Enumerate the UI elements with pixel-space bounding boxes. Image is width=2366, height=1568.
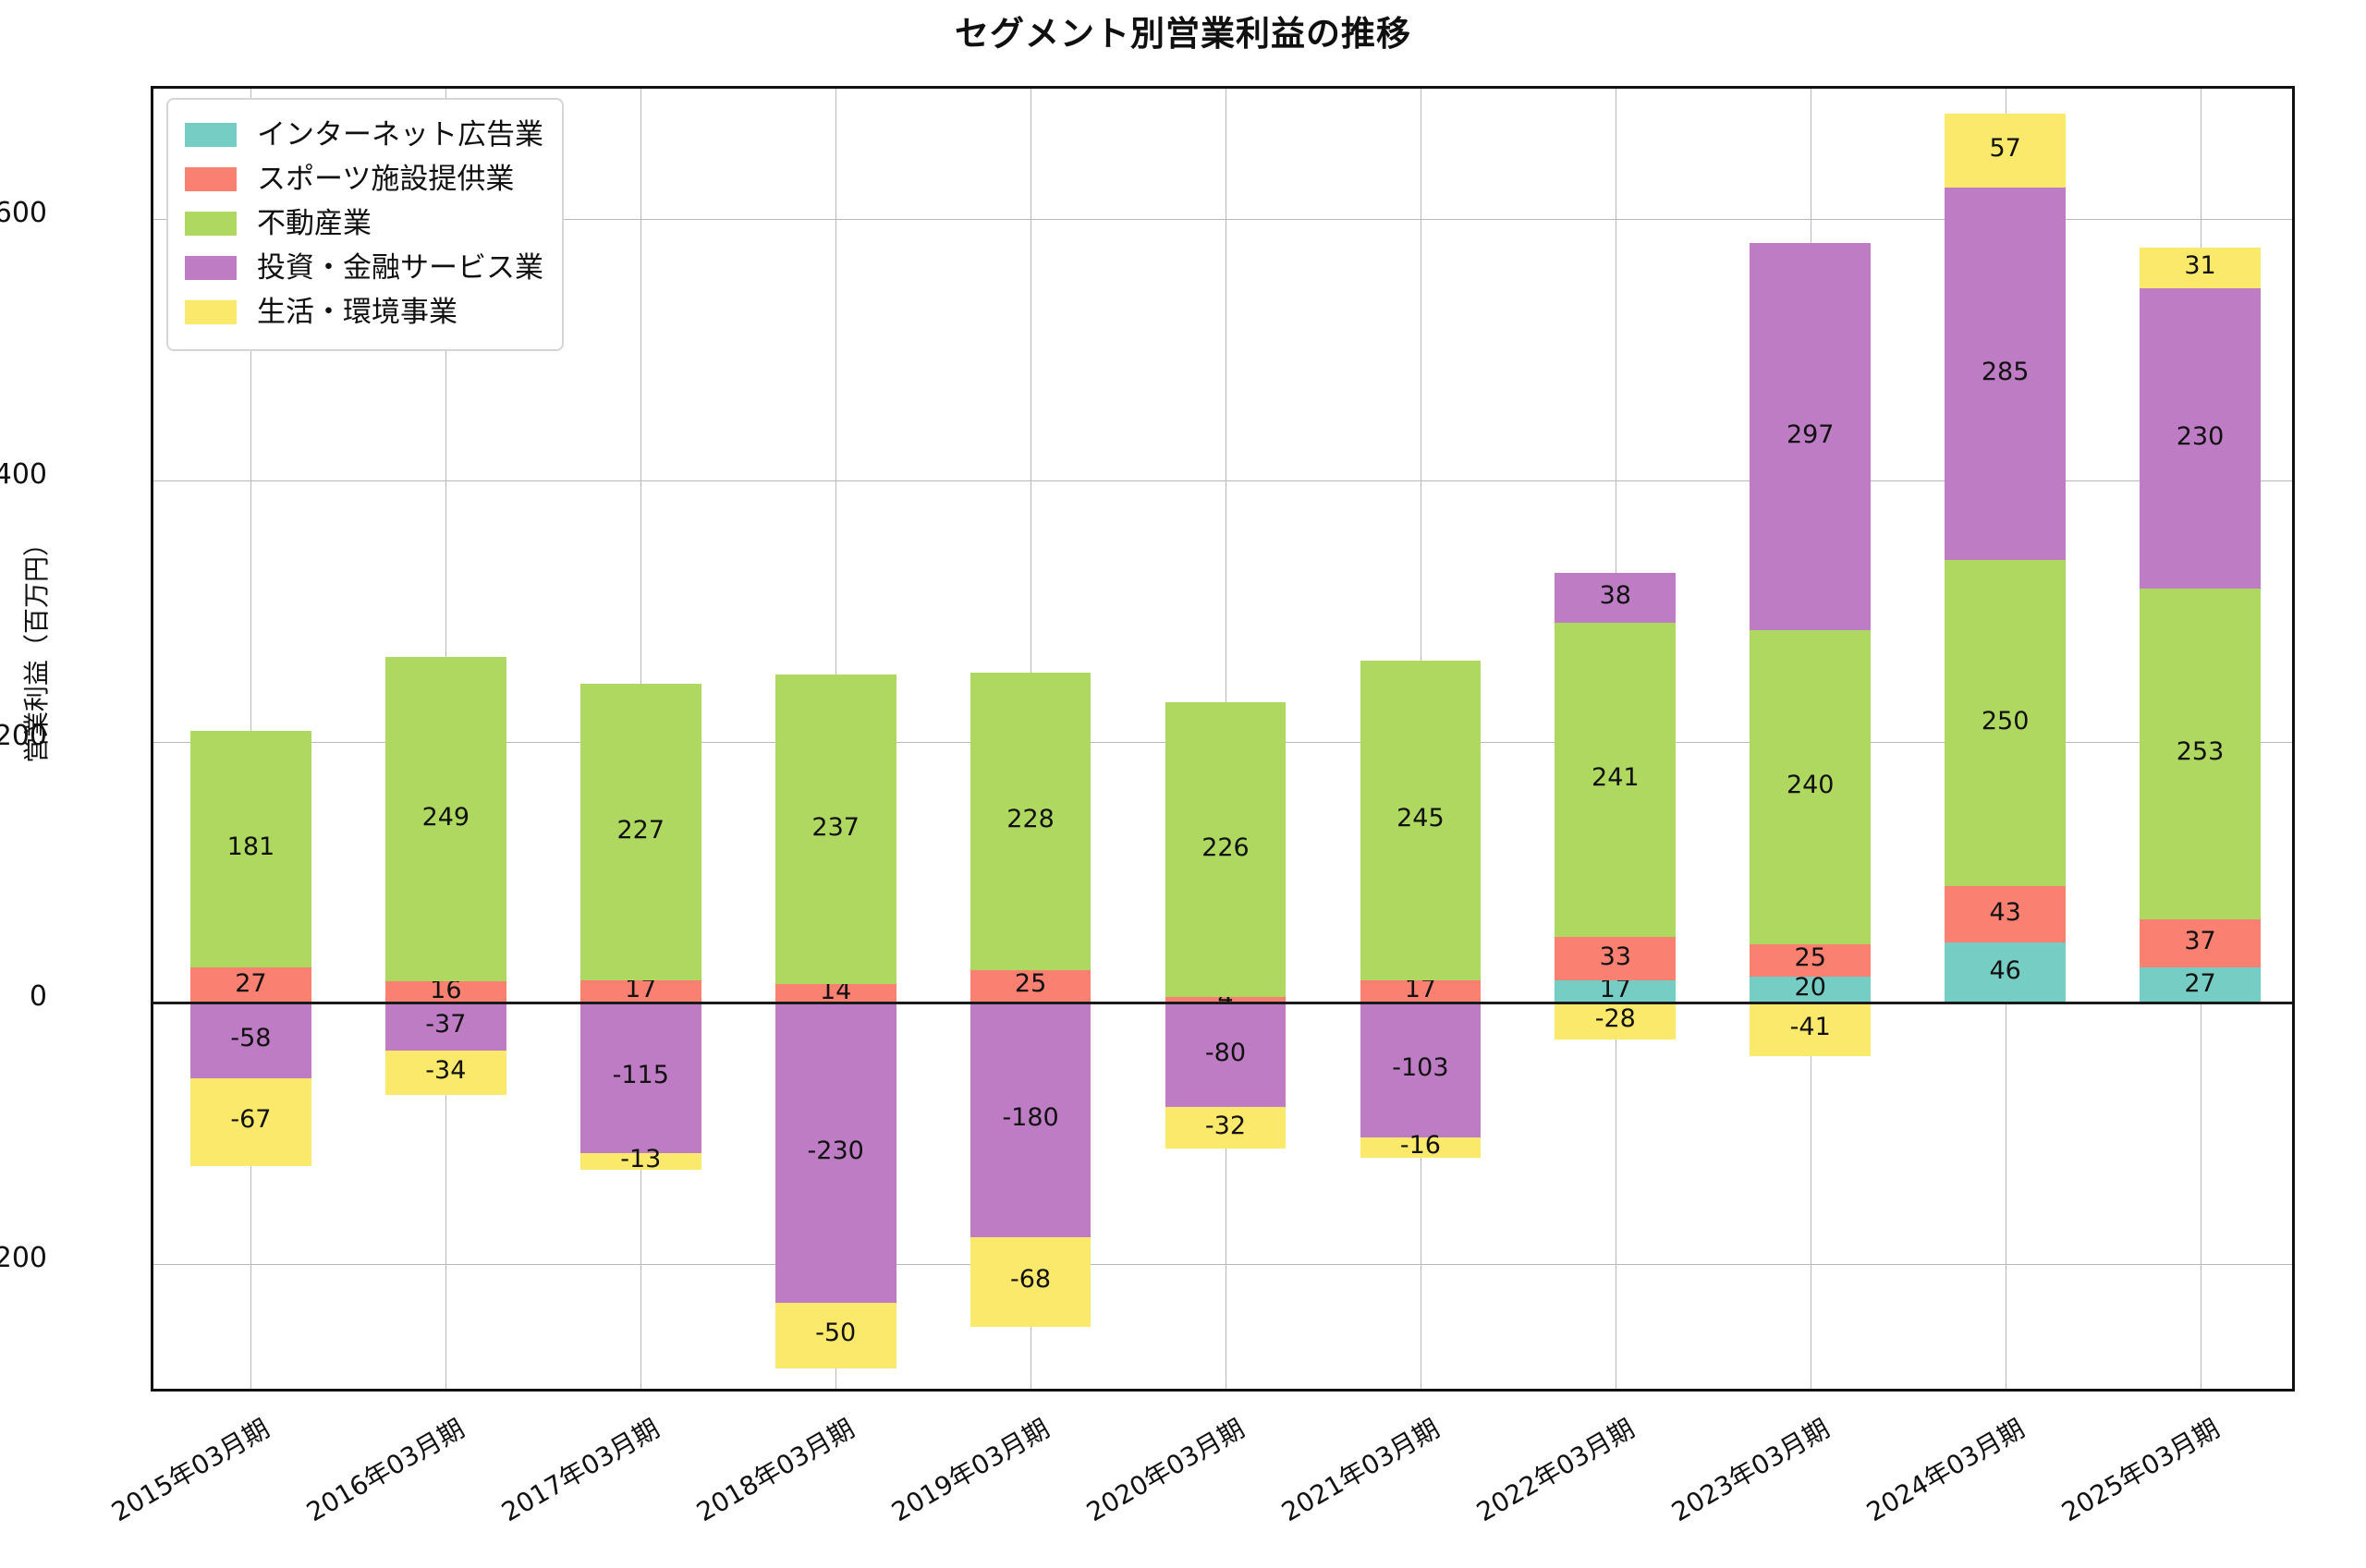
x-tick-label: 2016年03月期 (301, 1413, 470, 1528)
bar-segment[interactable] (774, 675, 896, 985)
bar-segment[interactable] (1750, 943, 1872, 977)
x-tick-label: 2024年03月期 (1860, 1413, 2030, 1528)
bar-group[interactable]: 17 33 241 38 -28 (1555, 89, 1677, 1389)
bar-group[interactable]: 27 37 253 230 31 (2140, 89, 2261, 1389)
x-tick-label: 2019年03月期 (886, 1413, 1055, 1528)
legend-swatch-icon (185, 212, 237, 236)
bar-segment[interactable] (774, 1303, 896, 1368)
bar-segment[interactable] (190, 731, 311, 967)
bar-segment[interactable] (1555, 573, 1677, 623)
bar-segment[interactable] (579, 980, 701, 1003)
legend-swatch-icon (185, 300, 237, 324)
bar-group[interactable]: 25 228 -180 -68 (970, 89, 1092, 1389)
bar-segment[interactable] (384, 1051, 506, 1096)
legend-item-label: 生活・環境事業 (257, 295, 457, 329)
bar-segment[interactable] (1360, 660, 1482, 981)
bar-segment[interactable] (970, 672, 1092, 970)
bar-group[interactable]: 46 43 250 285 57 (1945, 89, 2066, 1389)
legend-item-4[interactable]: 生活・環境事業 (185, 290, 543, 334)
legend-swatch-icon (185, 123, 237, 147)
bar-segment[interactable] (2140, 966, 2261, 1003)
bar-segment[interactable] (1945, 113, 2066, 188)
gridline-horizontal (153, 219, 2292, 221)
bar-segment[interactable] (2140, 248, 2261, 289)
legend-item-label: 投資・金融サービス業 (257, 250, 543, 285)
bar-segment[interactable] (1360, 1136, 1482, 1159)
bar-segment[interactable] (1750, 630, 1872, 944)
bar-segment[interactable] (1360, 980, 1482, 1003)
x-tick-label: 2025年03月期 (2055, 1413, 2225, 1528)
bar-segment[interactable] (774, 984, 896, 1003)
bar-group[interactable]: 17 245 -103 -16 (1360, 89, 1482, 1389)
bar-segment[interactable] (579, 684, 701, 981)
legend-item-label: 不動産業 (257, 206, 372, 240)
bar-segment[interactable] (2140, 918, 2261, 967)
bar-segment[interactable] (970, 1003, 1092, 1238)
bar-segment[interactable] (190, 1078, 311, 1166)
bar-segment[interactable] (1555, 622, 1677, 938)
bar-group[interactable]: 14 237 -230 -50 (774, 89, 896, 1389)
legend-item-0[interactable]: インターネット広告業 (185, 113, 543, 157)
page-title: セグメント別営業利益の推移 (955, 14, 1411, 54)
x-tick-label: 2023年03月期 (1665, 1413, 1835, 1528)
bar-segment[interactable] (1945, 560, 2066, 887)
zero-line (153, 1002, 2292, 1005)
bar-segment[interactable] (1165, 1003, 1287, 1108)
bar-segment[interactable] (970, 1237, 1092, 1327)
legend-item-1[interactable]: スポーツ施設提供業 (185, 157, 543, 201)
bar-group[interactable]: 16 249 -37 -34 (384, 89, 506, 1389)
legend-item-2[interactable]: 不動産業 (185, 201, 543, 246)
chart-legend: インターネット広告業 スポーツ施設提供業 不動産業投資・金融サービス業 生活・環境事業 (166, 98, 564, 351)
bar-group[interactable]: 20 25 240 297 -41 (1750, 89, 1872, 1389)
bar-segment[interactable] (774, 1003, 896, 1304)
gridline-horizontal (153, 480, 2292, 481)
bar-segment[interactable] (579, 1152, 701, 1170)
x-tick-label: 2022年03月期 (1470, 1413, 1640, 1528)
bar-segment[interactable] (1165, 997, 1287, 1003)
x-tick-label: 2021年03月期 (1276, 1413, 1445, 1528)
bar-segment[interactable] (1165, 702, 1287, 998)
bar-segment[interactable] (1945, 942, 2066, 1003)
bar-segment[interactable] (1750, 976, 1872, 1003)
bar-segment[interactable] (190, 966, 311, 1003)
bar-segment[interactable] (384, 1003, 506, 1051)
legend-item-3[interactable]: 投資・金融サービス業 (185, 246, 543, 290)
legend-item-label: インターネット広告業 (257, 117, 543, 152)
bar-segment[interactable] (2140, 589, 2261, 919)
bar-segment[interactable] (1555, 937, 1677, 981)
bar-segment[interactable] (384, 981, 506, 1003)
bar-segment[interactable] (1360, 1003, 1482, 1137)
bar-segment[interactable] (970, 969, 1092, 1003)
legend-swatch-icon (185, 256, 237, 280)
bar-segment[interactable] (1750, 1003, 1872, 1057)
bar-group[interactable]: 4 226 -80 -32 (1165, 89, 1287, 1389)
legend-item-label: スポーツ施設提供業 (257, 162, 515, 196)
bar-segment[interactable] (579, 1003, 701, 1153)
bar-segment[interactable] (384, 656, 506, 982)
bar-segment[interactable] (1555, 980, 1677, 1003)
legend-swatch-icon (185, 167, 237, 191)
x-tick-label: 2020年03月期 (1081, 1413, 1250, 1528)
x-tick-label: 2017年03月期 (496, 1413, 665, 1528)
bar-segment[interactable] (1165, 1107, 1287, 1149)
bar-segment[interactable] (1945, 886, 2066, 943)
bar-group[interactable]: 17 227 -115 -13 (579, 89, 701, 1389)
bar-segment[interactable] (1750, 242, 1872, 631)
bar-segment[interactable] (190, 1003, 311, 1079)
y-axis-label: 営業利益（百万円） (21, 530, 52, 764)
x-tick-label: 2015年03月期 (106, 1413, 275, 1528)
bar-group[interactable]: 27 181 -58 -67 (190, 89, 311, 1389)
gridline-horizontal (153, 1263, 2292, 1265)
bar-segment[interactable] (2140, 288, 2261, 590)
bar-segment[interactable] (1945, 188, 2066, 561)
bar-segment[interactable] (1555, 1003, 1677, 1039)
x-tick-label: 2018年03月期 (691, 1413, 860, 1528)
